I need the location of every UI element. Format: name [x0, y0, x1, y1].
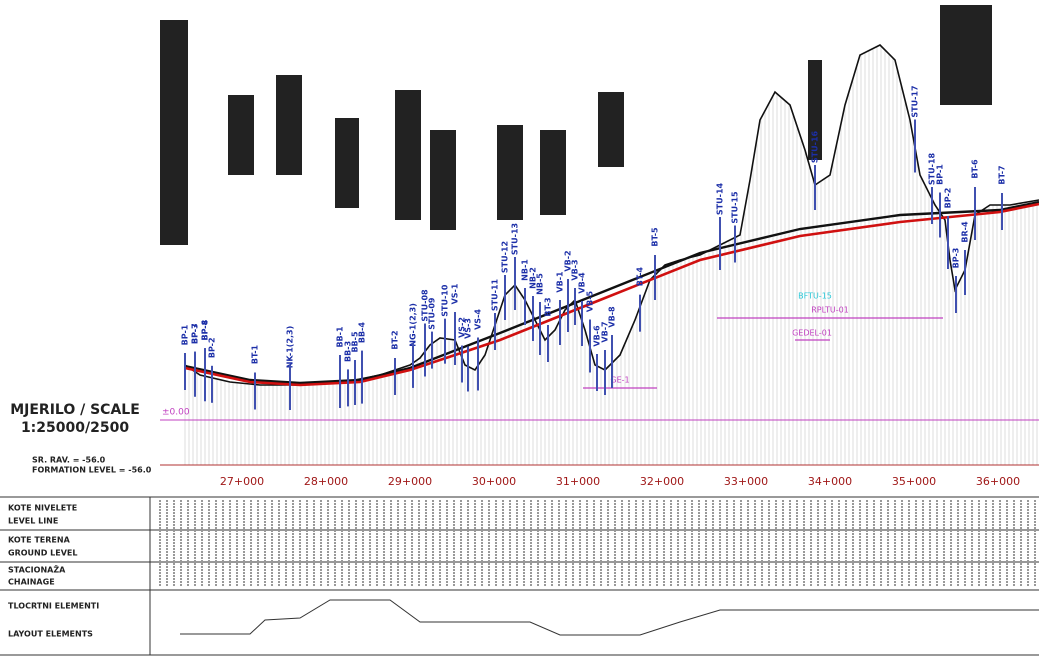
row-label: LAYOUT ELEMENTS: [8, 630, 93, 639]
borehole-label: VB-8: [608, 306, 617, 328]
borehole-label: BT-4: [636, 267, 645, 287]
level-line: [184, 200, 1039, 385]
borehole-label: VB-1: [556, 271, 565, 293]
formation-level: FORMATION LEVEL = -56.0: [32, 466, 152, 475]
borehole-label: STU-17: [911, 85, 920, 117]
borehole-label: BT-3: [544, 297, 553, 316]
zone-label: GEDEL-01: [792, 329, 832, 338]
sr-rav: SR. RAV. = -56.0: [32, 456, 106, 465]
row-label: LEVEL LINE: [8, 517, 58, 526]
borehole-label: STU-15: [731, 191, 740, 224]
borehole-label: NB-1: [521, 259, 530, 281]
borehole-label: BB-1: [336, 326, 345, 348]
label-boxes: [160, 5, 992, 245]
borehole-label: BP-3: [191, 323, 200, 344]
zone-label: GE-1: [610, 376, 629, 385]
row-label: CHAINAGE: [8, 578, 55, 587]
borehole-label: BT-1: [251, 344, 260, 364]
terrain-line: [184, 44, 1039, 386]
borehole-label: STU-09: [428, 297, 437, 330]
chainage-label: 34+000: [808, 475, 852, 488]
table-columns: [159, 500, 1036, 587]
borehole-label: BB-3: [344, 341, 353, 362]
row-label: KOTE NIVELETE: [8, 504, 77, 513]
borehole-label: STU-13: [511, 223, 520, 255]
chainage-label: 36+000: [976, 475, 1020, 488]
borehole-label: STU-08: [421, 289, 430, 322]
borehole-label: VS-1: [451, 283, 460, 304]
chainage-label: 28+000: [304, 475, 348, 488]
chainages: 27+000 28+000 29+000 30+000 31+000 32+000 33+0…: [220, 475, 1020, 488]
row-label: GROUND LEVEL: [8, 549, 77, 558]
borehole-label: VB-5: [586, 290, 595, 312]
borehole-label: VB-4: [578, 272, 587, 294]
borehole-label: NB-5: [536, 273, 545, 295]
chainage-label: 27+000: [220, 475, 264, 488]
borehole-label: BR-4: [961, 221, 970, 243]
zone-lines: [583, 317, 943, 389]
borehole-label: STU-14: [716, 182, 725, 215]
borehole-label: BP-3: [952, 248, 961, 269]
borehole-label: VB-7: [601, 321, 610, 342]
row-label: STACIONAŽA: [8, 564, 66, 575]
borehole-label: STU-16: [811, 130, 820, 163]
chainage-label: 29+000: [388, 475, 432, 488]
borehole-label: BT-5: [651, 227, 660, 247]
borehole-label: BP-7: [191, 323, 200, 344]
row-label: TLOCRTNI ELEMENTI: [8, 602, 99, 611]
borehole-label: NG-1(2,3): [409, 303, 418, 347]
borehole-label: BP-2: [208, 337, 217, 358]
borehole-label: BT-6: [971, 159, 980, 179]
chainage-label: 30+000: [472, 475, 516, 488]
chainage-label: 32+000: [640, 475, 684, 488]
borehole-label: VB-2: [564, 250, 573, 271]
borehole-label: STU-10: [441, 284, 450, 317]
hatch: [184, 46, 1038, 465]
row-label: KOTE TERENA: [8, 536, 71, 545]
borehole-label: BP-1: [936, 164, 945, 185]
zone-label: BFTU-15: [798, 292, 832, 301]
scale-title: MJERILO / SCALE: [10, 402, 140, 418]
borehole-label: BT-2: [391, 330, 400, 349]
zero-label: ±0.00: [162, 408, 190, 418]
borehole-label: BB-4: [358, 322, 367, 344]
borehole-label: NK-1(2,3): [286, 326, 295, 369]
borehole-label: BP-4: [201, 319, 210, 340]
borehole-label: VB-3: [571, 259, 580, 280]
borehole-label: VB-6: [593, 325, 602, 347]
borehole-label: VS-3: [464, 318, 473, 339]
chainage-label: 35+000: [892, 475, 936, 488]
formation-line: [184, 202, 1039, 387]
borehole-label: BP-2: [944, 188, 953, 209]
borehole-label: BP-1: [181, 324, 190, 345]
chainage-label: 33+000: [724, 475, 768, 488]
borehole-label: NB-2: [529, 267, 538, 289]
zone-label: RPLTU-01: [811, 306, 849, 315]
table-rows: KOTE NIVELETE LEVEL LINE KOTE TERENA GROUND…: [8, 504, 99, 639]
borehole-label: BP-8: [201, 319, 210, 340]
borehole-label: VS-4: [474, 309, 483, 330]
borehole-label: STU-18: [928, 152, 937, 185]
boreholes: BP-1 BP-3 BP-4BP-2BP-7 BP-8BT-1 NK-1(2,3) BB-…: [181, 85, 1007, 410]
layout-elements: [180, 599, 1039, 636]
borehole-label: STU-12: [501, 241, 510, 273]
borehole-label: BT-7: [998, 165, 1007, 184]
table-frame: [0, 496, 1039, 656]
borehole-label: STU-11: [491, 278, 500, 311]
borehole-label: BB-5: [351, 331, 360, 353]
scale-value: 1:25000/2500: [21, 420, 129, 436]
borehole-label: VS-2: [458, 317, 467, 338]
chainage-label: 31+000: [556, 475, 600, 488]
